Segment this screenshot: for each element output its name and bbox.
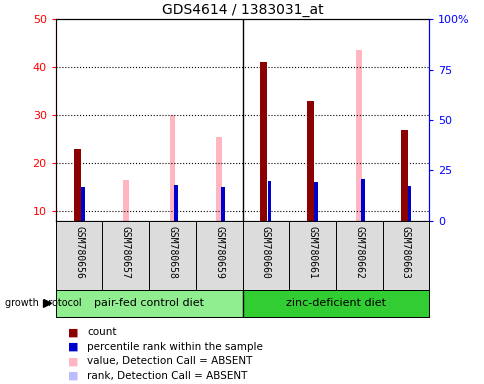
Text: ■: ■: [68, 356, 78, 366]
Text: GSM780660: GSM780660: [260, 226, 270, 279]
Bar: [400, 130, 407, 221]
Text: GSM780661: GSM780661: [307, 226, 317, 279]
Bar: [81, 187, 85, 221]
Bar: [356, 50, 361, 221]
Bar: [221, 187, 224, 221]
Bar: [267, 182, 271, 221]
Text: growth protocol: growth protocol: [5, 298, 81, 308]
Bar: [221, 187, 224, 221]
Bar: [174, 185, 178, 221]
Bar: [360, 180, 364, 221]
Text: pair-fed control diet: pair-fed control diet: [94, 298, 204, 308]
Text: GSM780657: GSM780657: [121, 226, 131, 279]
Bar: [123, 180, 128, 221]
Bar: [314, 182, 318, 221]
Bar: [169, 115, 175, 221]
Text: ■: ■: [68, 327, 78, 337]
Title: GDS4614 / 1383031_at: GDS4614 / 1383031_at: [161, 3, 323, 17]
Text: GSM780662: GSM780662: [353, 226, 363, 279]
Text: percentile rank within the sample: percentile rank within the sample: [87, 342, 263, 352]
Bar: [407, 185, 410, 221]
Text: value, Detection Call = ABSENT: value, Detection Call = ABSENT: [87, 356, 252, 366]
Bar: [216, 137, 222, 221]
Text: GSM780659: GSM780659: [214, 226, 224, 279]
Text: zinc-deficient diet: zinc-deficient diet: [285, 298, 385, 308]
Bar: [74, 149, 80, 221]
Text: GSM780663: GSM780663: [400, 226, 410, 279]
Bar: [306, 101, 314, 221]
Text: rank, Detection Call = ABSENT: rank, Detection Call = ABSENT: [87, 371, 247, 381]
Bar: [360, 179, 364, 221]
Bar: [260, 63, 267, 221]
Text: ■: ■: [68, 371, 78, 381]
Text: count: count: [87, 327, 117, 337]
Bar: [174, 185, 178, 221]
Text: ■: ■: [68, 342, 78, 352]
Text: GSM780656: GSM780656: [74, 226, 84, 279]
Text: GSM780658: GSM780658: [167, 226, 177, 279]
